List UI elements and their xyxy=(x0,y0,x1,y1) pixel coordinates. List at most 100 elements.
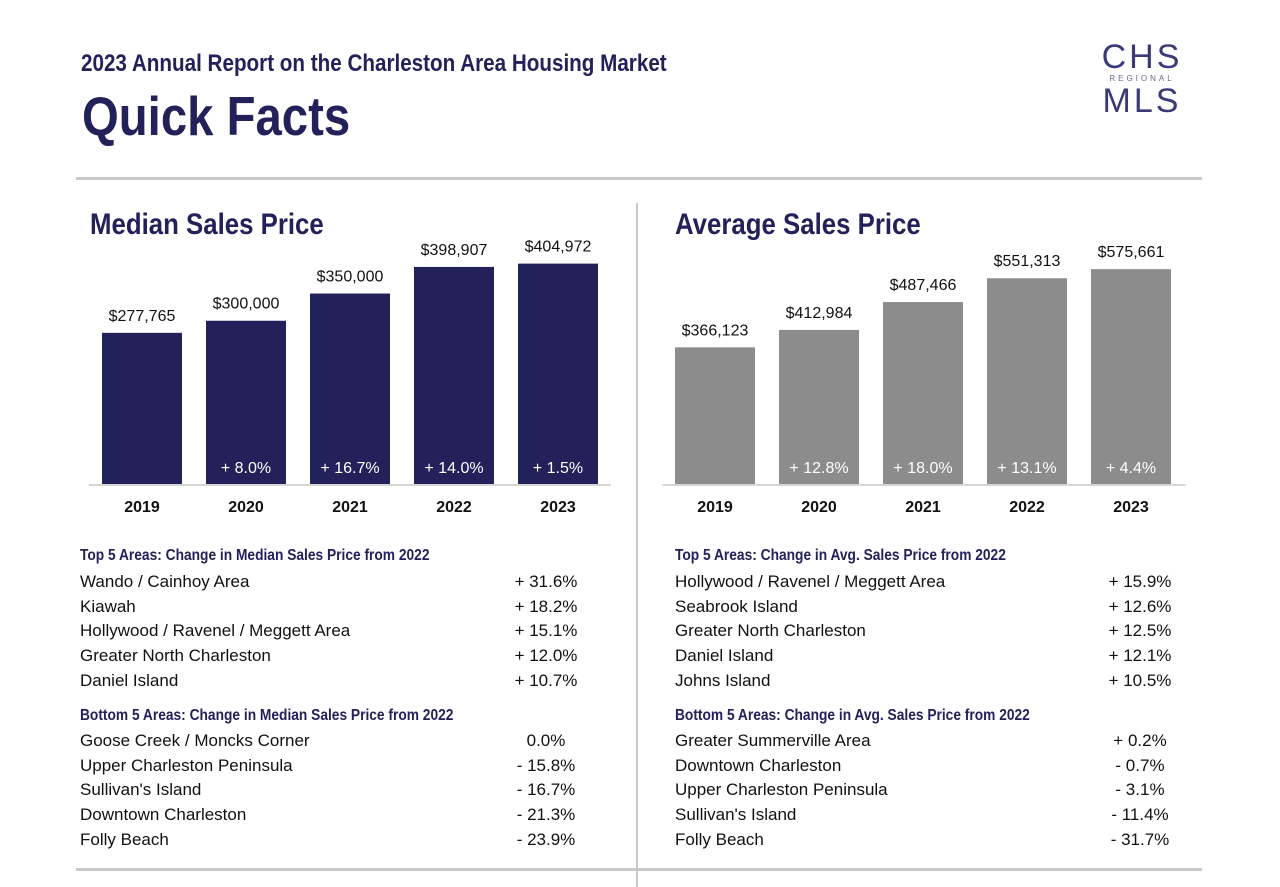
median-bottom-row: Sullivan's Island - 16.7% xyxy=(80,780,600,804)
median-top-row: Hollywood / Ravenel / Meggett Area + 15.1… xyxy=(80,621,600,645)
average-sales-price-chart: $366,123 2019 $412,984 + 12.8% 2020 $487,466 +… xyxy=(662,244,1186,516)
average-bar xyxy=(779,329,859,484)
average-year-label: 2019 xyxy=(697,499,733,516)
median-bar xyxy=(102,332,182,484)
median-bottom-change-value: - 15.8% xyxy=(516,755,576,775)
average-bar xyxy=(987,278,1067,484)
median-bottom-area-name: Upper Charleston Peninsula xyxy=(80,755,293,775)
median-bottom-area-name: Goose Creek / Moncks Corner xyxy=(80,731,310,750)
avg-top-heading: Top 5 Areas: Change in Avg. Sales Price … xyxy=(675,547,1060,565)
avg-top-row: Johns Island + 10.5% xyxy=(675,671,1195,695)
median-bottom-change-value: 0.0% xyxy=(526,731,566,750)
median-section-title-text: Median Sales Price xyxy=(90,208,324,241)
logo-line-mls: MLS xyxy=(1102,82,1182,120)
average-section-title: Average Sales Price xyxy=(675,208,961,242)
average-year-label: 2022 xyxy=(1009,499,1045,516)
median-top-change-value: + 31.6% xyxy=(514,572,578,591)
average-change-label: + 13.1% xyxy=(997,460,1056,477)
median-value-label: $404,972 xyxy=(525,239,592,256)
avg-bottom-area-name: Greater Summerville Area xyxy=(675,731,871,750)
median-top-area-name: Greater North Charleston xyxy=(80,646,271,666)
average-value-label: $575,661 xyxy=(1098,244,1165,261)
average-bar xyxy=(883,302,963,484)
avg-top-change-value: + 12.1% xyxy=(1108,646,1172,666)
median-bottom-change-value: - 23.9% xyxy=(516,829,576,849)
median-change-label: + 16.7% xyxy=(320,460,379,477)
median-top-row: Daniel Island + 10.7% xyxy=(80,671,600,695)
average-year-label: 2021 xyxy=(905,499,941,516)
median-top-change-value: + 15.1% xyxy=(514,621,578,641)
average-year-label: 2023 xyxy=(1113,499,1149,516)
avg-bottom-change-value: - 3.1% xyxy=(1115,780,1165,800)
average-change-label: + 4.4% xyxy=(1106,460,1156,477)
median-year-label: 2022 xyxy=(436,499,472,516)
avg-bottom-area-name: Sullivan's Island xyxy=(675,805,797,825)
median-bar xyxy=(310,293,390,484)
avg-bottom-area-name: Downtown Charleston xyxy=(675,755,842,775)
median-value-label: $277,765 xyxy=(109,308,176,325)
average-change-label: + 12.8% xyxy=(789,460,848,477)
median-top-area-name: Hollywood / Ravenel / Meggett Area xyxy=(80,621,351,641)
avg-top-area-name: Hollywood / Ravenel / Meggett Area xyxy=(675,572,946,591)
report-subtitle-text: 2023 Annual Report on the Charleston Are… xyxy=(81,50,667,77)
median-bottom-area-name: Downtown Charleston xyxy=(80,805,247,825)
avg-bottom-heading-text: Bottom 5 Areas: Change in Avg. Sales Pri… xyxy=(675,707,1030,724)
median-top-heading: Top 5 Areas: Change in Median Sales Pric… xyxy=(80,547,486,565)
median-top-area-name: Kiawah xyxy=(80,596,136,616)
avg-bottom-area-name: Upper Charleston Peninsula xyxy=(675,780,888,800)
avg-bottom-change-value: - 0.7% xyxy=(1115,755,1165,775)
median-value-label: $350,000 xyxy=(317,269,384,286)
average-value-label: $412,984 xyxy=(786,305,853,322)
avg-bottom-row: Folly Beach - 31.7% xyxy=(675,830,1195,854)
median-change-label: + 14.0% xyxy=(424,460,483,477)
median-bar xyxy=(414,266,494,484)
avg-bottom-heading: Bottom 5 Areas: Change in Avg. Sales Pri… xyxy=(675,707,1088,725)
median-bottom-row: Downtown Charleston - 21.3% xyxy=(80,805,600,829)
median-bottom-area-name: Folly Beach xyxy=(80,829,169,849)
bottom-divider xyxy=(76,868,1202,871)
median-top-area-name: Wando / Cainhoy Area xyxy=(80,572,250,591)
median-top-row: Wando / Cainhoy Area + 31.6% xyxy=(80,572,600,596)
avg-bottom-change-value: + 0.2% xyxy=(1113,731,1167,750)
average-bar xyxy=(675,347,755,484)
avg-top-area-name: Seabrook Island xyxy=(675,596,798,616)
logo-line-chs: CHS xyxy=(1101,38,1183,76)
top-divider xyxy=(76,177,1202,180)
median-section-title: Median Sales Price xyxy=(90,208,362,242)
logo-line-regional: REGIONAL xyxy=(1109,74,1175,83)
median-bar xyxy=(206,320,286,484)
center-divider xyxy=(636,203,638,887)
avg-top-heading-text: Top 5 Areas: Change in Avg. Sales Price … xyxy=(675,547,1006,564)
avg-top-area-name: Johns Island xyxy=(675,670,771,690)
avg-bottom-row: Sullivan's Island - 11.4% xyxy=(675,805,1195,829)
median-top-heading-text: Top 5 Areas: Change in Median Sales Pric… xyxy=(80,547,430,564)
avg-top-row: Hollywood / Ravenel / Meggett Area + 15.9… xyxy=(675,572,1195,596)
avg-top-change-value: + 15.9% xyxy=(1108,572,1172,591)
chs-regional-mls-logo: CHS REGIONAL MLS xyxy=(1100,40,1184,120)
median-year-label: 2021 xyxy=(332,499,368,516)
avg-top-row: Seabrook Island + 12.6% xyxy=(675,597,1195,621)
avg-bottom-row: Upper Charleston Peninsula - 3.1% xyxy=(675,780,1195,804)
avg-bottom-row: Downtown Charleston - 0.7% xyxy=(675,756,1195,780)
median-top-area-name: Daniel Island xyxy=(80,670,179,690)
median-bottom-row: Upper Charleston Peninsula - 15.8% xyxy=(80,756,600,780)
median-bottom-heading: Bottom 5 Areas: Change in Median Sales P… xyxy=(80,707,514,725)
median-bottom-change-value: - 16.7% xyxy=(516,780,576,800)
average-value-label: $487,466 xyxy=(890,277,957,294)
avg-top-row: Daniel Island + 12.1% xyxy=(675,646,1195,670)
average-value-label: $551,313 xyxy=(994,253,1061,270)
median-top-change-value: + 18.2% xyxy=(514,596,578,616)
median-bar xyxy=(518,263,598,484)
avg-bottom-change-value: - 31.7% xyxy=(1110,829,1170,849)
average-bar xyxy=(1091,269,1171,484)
avg-bottom-change-value: - 11.4% xyxy=(1111,805,1169,825)
avg-top-area-name: Daniel Island xyxy=(675,646,774,666)
avg-top-area-name: Greater North Charleston xyxy=(675,621,866,641)
median-year-label: 2020 xyxy=(228,499,264,516)
median-top-change-value: + 12.0% xyxy=(514,646,578,666)
page-title-text: Quick Facts xyxy=(82,85,351,147)
median-value-label: $300,000 xyxy=(213,296,280,313)
avg-top-change-value: + 10.5% xyxy=(1108,670,1172,690)
avg-top-change-value: + 12.6% xyxy=(1108,596,1172,616)
average-change-label: + 18.0% xyxy=(893,460,952,477)
